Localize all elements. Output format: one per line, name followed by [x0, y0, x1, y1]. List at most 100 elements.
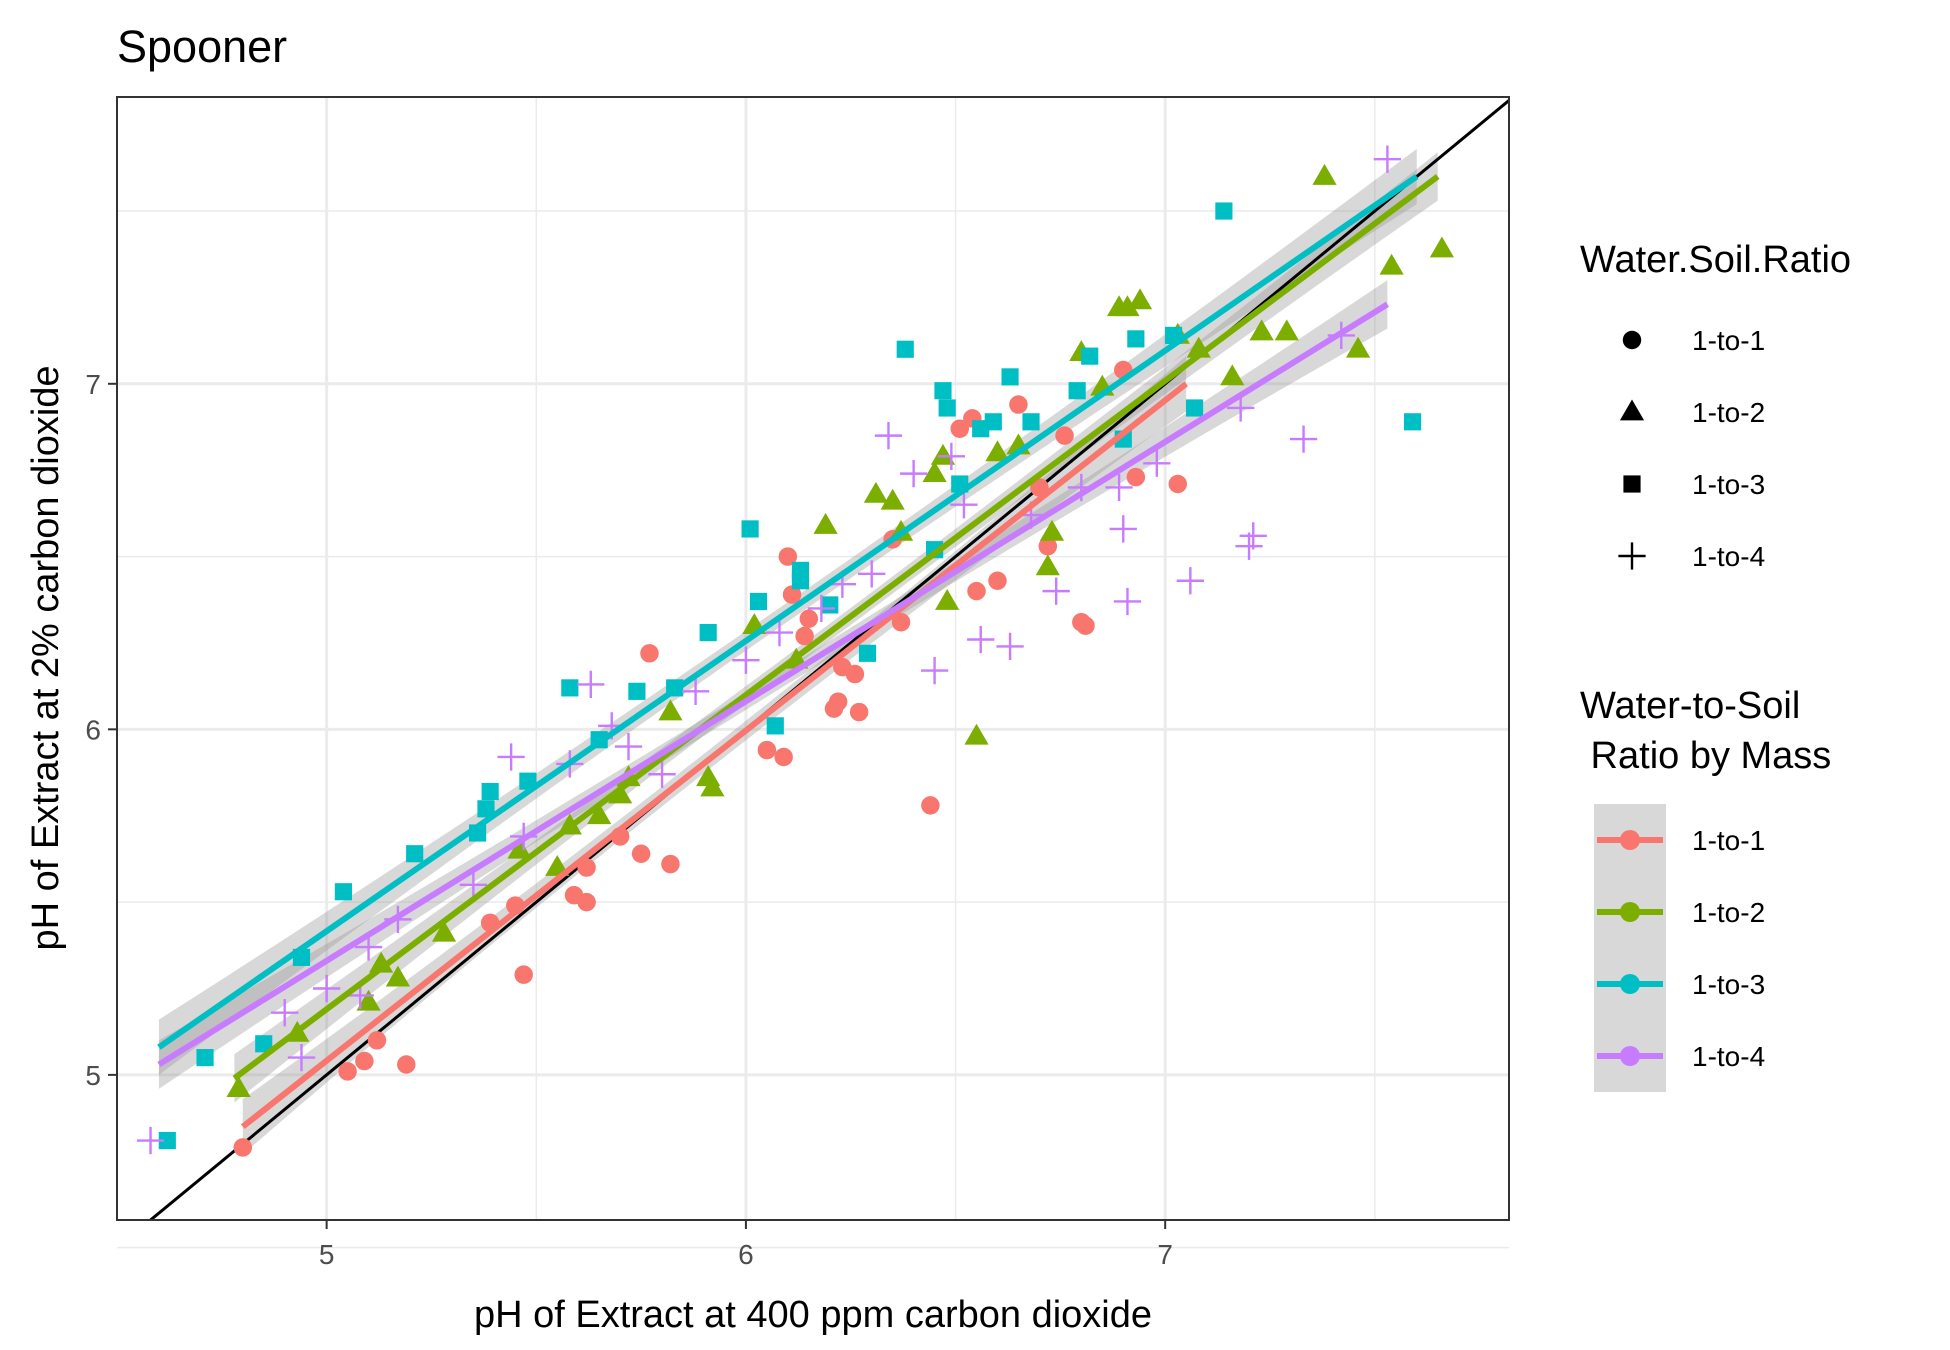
chart-title: Spooner: [117, 21, 287, 72]
data-point-1-to-1: [631, 844, 651, 863]
data-point-1-to-4: [858, 560, 886, 588]
data-point-1-to-1: [367, 1031, 387, 1050]
data-point-1-to-3: [1215, 202, 1233, 220]
data-point-1-to-1: [1038, 536, 1058, 556]
data-point-1-to-1: [233, 1138, 253, 1157]
data-point-1-to-1: [514, 965, 533, 984]
data-point-1-to-3: [1127, 330, 1145, 348]
data-point-1-to-2: [507, 837, 532, 859]
data-point-1-to-1: [757, 740, 777, 760]
plot-panel-border: [116, 96, 1510, 1221]
regression-line-1-to-2: [232, 174, 1440, 1081]
data-point-1-to-1: [1168, 474, 1188, 494]
data-point-1-to-2: [226, 1076, 251, 1098]
data-point-1-to-4: [1109, 515, 1137, 543]
data-point-1-to-3: [477, 800, 495, 818]
x-tick-label: 6: [738, 1239, 754, 1270]
data-point-1-to-2: [863, 481, 888, 503]
y-tick-label: 5: [85, 1060, 101, 1091]
data-point-1-to-4: [577, 670, 605, 699]
data-point-1-to-1: [577, 892, 596, 912]
data-point-1-to-3: [699, 624, 717, 642]
data-point-1-to-4: [271, 999, 299, 1027]
data-point-1-to-4: [1289, 425, 1318, 453]
data-point-1-to-2: [1115, 295, 1140, 317]
data-point-1-to-1: [1126, 467, 1146, 487]
y-tick-label: 7: [85, 369, 101, 400]
legend-color-key-dot: [1620, 902, 1640, 922]
x-tick-label: 5: [319, 1239, 335, 1270]
data-point-1-to-4: [287, 1043, 316, 1072]
legend-key-square: [1623, 475, 1641, 493]
data-point-1-to-3: [821, 596, 839, 614]
data-point-1-to-4: [1042, 577, 1070, 605]
data-point-1-to-4: [1227, 394, 1255, 422]
data-point-1-to-2: [431, 920, 457, 942]
data-point-1-to-4: [136, 1126, 165, 1155]
data-point-1-to-3: [934, 382, 952, 400]
legend-shape: Water.Soil.Ratio 1-to-1 1-to-2 1-to-3 1-to-…: [1580, 239, 1851, 572]
data-point-1-to-1: [845, 664, 865, 684]
data-point-1-to-4: [1239, 522, 1267, 550]
data-point-1-to-3: [561, 679, 579, 697]
data-point-1-to-2: [880, 488, 905, 510]
legend-color: Water-to-Soil Ratio by Mass 1-to-1 1-to-2…: [1580, 685, 1831, 1092]
data-point-1-to-1: [778, 547, 798, 566]
data-point-1-to-4: [732, 646, 760, 674]
data-point-1-to-4: [874, 421, 903, 450]
data-point-1-to-2: [385, 965, 411, 987]
data-point-1-to-4: [614, 732, 643, 761]
legend-color-key-background: [1594, 804, 1666, 1092]
legend-shape-label: 1-to-4: [1692, 541, 1765, 572]
data-point-1-to-4: [681, 677, 710, 705]
regression-line-1-to-3: [157, 174, 1419, 1050]
data-point-1-to-4: [648, 760, 676, 788]
data-point-1-to-4: [765, 618, 794, 647]
data-point-1-to-1: [1055, 426, 1074, 445]
data-point-1-to-3: [791, 572, 810, 590]
data-point-1-to-1: [950, 419, 969, 438]
legend-shape-label: 1-to-1: [1692, 325, 1765, 356]
y-tick-label: 6: [85, 714, 101, 745]
data-point-1-to-3: [1185, 399, 1204, 417]
data-points: [136, 145, 1455, 1157]
data-point-1-to-2: [985, 440, 1010, 462]
data-point-1-to-4: [1113, 587, 1142, 616]
data-point-1-to-1: [661, 854, 680, 874]
legend-color-key-dot: [1620, 830, 1640, 850]
data-point-1-to-1: [1009, 395, 1028, 414]
data-point-1-to-1: [967, 581, 986, 601]
data-point-1-to-2: [587, 803, 612, 825]
data-point-1-to-2: [1345, 336, 1371, 358]
data-point-1-to-3: [984, 413, 1002, 431]
data-point-1-to-3: [334, 883, 352, 901]
data-point-1-to-3: [749, 592, 768, 611]
x-tick-label: 7: [1157, 1239, 1173, 1270]
data-point-1-to-2: [922, 461, 947, 482]
data-point-1-to-2: [1312, 163, 1337, 185]
legend-color-key-dot: [1620, 1046, 1640, 1066]
legend-key-plus: [1618, 542, 1646, 570]
data-point-1-to-3: [196, 1049, 214, 1067]
data-point-1-to-1: [988, 571, 1007, 590]
data-point-1-to-1: [338, 1062, 357, 1081]
data-point-1-to-3: [628, 682, 646, 700]
data-point-1-to-2: [1035, 554, 1060, 576]
data-point-1-to-2: [1127, 288, 1153, 310]
legend-color-label: 1-to-3: [1692, 969, 1765, 1000]
data-point-1-to-1: [355, 1051, 374, 1071]
data-point-1-to-4: [996, 632, 1024, 661]
data-point-1-to-2: [964, 723, 989, 745]
data-point-1-to-3: [1403, 413, 1422, 431]
data-point-1-to-4: [312, 974, 341, 1003]
data-point-1-to-2: [1379, 253, 1404, 275]
data-point-1-to-1: [1076, 616, 1095, 635]
data-point-1-to-1: [782, 585, 802, 604]
regression-lines: [157, 174, 1440, 1130]
data-point-1-to-4: [920, 656, 949, 685]
data-point-1-to-2: [1220, 364, 1245, 386]
data-point-1-to-2: [658, 699, 683, 721]
data-point-1-to-4: [1235, 532, 1263, 560]
data-point-1-to-2: [935, 588, 960, 610]
